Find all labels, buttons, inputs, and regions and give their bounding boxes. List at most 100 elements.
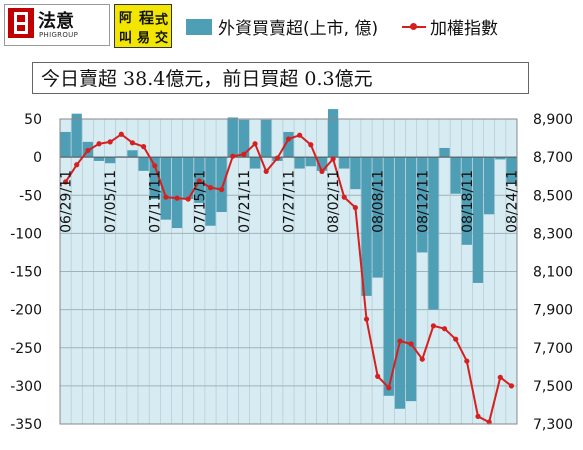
- index-point: [274, 155, 280, 161]
- logo1-subtext: PHIGROUP: [39, 31, 79, 39]
- index-point: [330, 156, 336, 162]
- y-tick-label: -300: [10, 379, 42, 395]
- bar: [450, 157, 461, 194]
- bar: [238, 119, 250, 158]
- index-point: [252, 141, 258, 147]
- bar: [71, 113, 82, 158]
- x-tick-label: 07/11/11: [148, 170, 164, 233]
- index-point: [341, 194, 347, 200]
- x-tick-label: 08/24/11: [504, 170, 520, 233]
- index-point: [96, 141, 102, 147]
- y2-tick-label: 8,900: [533, 112, 573, 128]
- bar: [350, 157, 361, 190]
- bar: [205, 157, 216, 226]
- bar: [361, 157, 372, 296]
- x-tick-label: 07/27/11: [282, 170, 298, 233]
- index-point: [297, 132, 303, 138]
- y-tick-label: -50: [19, 188, 42, 204]
- plot-border: [59, 118, 518, 425]
- index-point: [508, 383, 515, 389]
- x-tick-label: 08/02/11: [326, 170, 342, 233]
- phigroup-logo: 法意 PHIGROUP: [4, 4, 110, 46]
- index-point: [441, 326, 448, 332]
- headline-box: 今日賣超 38.4億元，前日買超 0.3億元: [32, 62, 529, 94]
- logo2-char: 易: [137, 31, 151, 46]
- bar: [294, 157, 305, 169]
- bar: [127, 150, 138, 158]
- bar: [327, 109, 339, 158]
- y-tick-label: -350: [10, 417, 42, 433]
- y2-tick-label: 7,300: [533, 417, 573, 433]
- index-point: [174, 195, 180, 201]
- index-point: [85, 147, 91, 154]
- y-tick-label: -250: [10, 341, 42, 357]
- index-point: [408, 341, 414, 347]
- index-point: [62, 179, 69, 185]
- bar: [484, 157, 495, 215]
- index-point: [419, 356, 425, 362]
- bar: [93, 157, 105, 161]
- index-point: [486, 419, 492, 425]
- logo1-text: 法意: [38, 11, 74, 32]
- y2-tick-label: 7,500: [533, 379, 573, 395]
- bar: [428, 157, 439, 310]
- logo2-char: 叫: [119, 31, 133, 46]
- x-tick-label: 07/15/11: [192, 170, 208, 233]
- index-point: [163, 194, 169, 200]
- index-point: [397, 338, 403, 344]
- index-point: [118, 131, 124, 137]
- bar: [472, 157, 484, 283]
- logo2-char: 程: [139, 9, 155, 27]
- bar: [105, 157, 116, 164]
- index-point: [152, 163, 158, 169]
- x-tick-label: 06/29/11: [59, 170, 75, 233]
- bar: [394, 157, 406, 409]
- index-point: [74, 162, 80, 168]
- y2-tick-label: 7,700: [533, 341, 573, 357]
- index-point: [285, 136, 292, 142]
- legend-line-marker: [410, 23, 417, 30]
- index-point: [319, 168, 325, 175]
- bar: [439, 147, 450, 158]
- bar: [216, 157, 227, 213]
- index-point: [363, 316, 370, 322]
- bar: [372, 157, 383, 278]
- bar: [405, 157, 417, 402]
- legend-bar-label: 外資買賣超(上市, 億): [218, 19, 379, 39]
- index-point: [230, 153, 236, 159]
- index-point: [386, 385, 392, 391]
- bar: [495, 157, 506, 160]
- y2-tick-label: 8,100: [533, 265, 573, 281]
- y-tick-label: -100: [10, 226, 42, 242]
- y2-tick-label: 8,300: [533, 226, 573, 242]
- index-point: [453, 336, 459, 342]
- index-point: [263, 168, 269, 175]
- bar: [417, 157, 428, 253]
- y2-tick-label: 8,700: [533, 150, 573, 166]
- y2-tick-label: 8,500: [533, 188, 573, 204]
- logo2-char: 交: [155, 31, 169, 46]
- y-tick-label: -200: [10, 303, 42, 319]
- seal-icon: [8, 8, 34, 38]
- bar: [60, 131, 71, 158]
- index-point: [430, 323, 437, 329]
- headline-text: 今日賣超 38.4億元，前日買超 0.3億元: [41, 68, 373, 90]
- bar: [461, 157, 472, 245]
- bar: [339, 157, 350, 169]
- bar: [183, 157, 194, 200]
- y-tick-label: 0: [33, 150, 42, 166]
- index-point: [497, 374, 503, 380]
- index-point: [241, 151, 247, 157]
- bar: [249, 157, 261, 169]
- index-point: [352, 205, 358, 211]
- x-tick-label: 08/12/11: [415, 170, 431, 233]
- index-point: [207, 185, 214, 191]
- y-tick-label: -150: [10, 265, 42, 281]
- bar: [383, 157, 394, 396]
- index-point: [129, 140, 136, 146]
- bar: [138, 157, 149, 171]
- bar: [160, 157, 172, 220]
- bar: [316, 157, 328, 171]
- bar: [227, 117, 238, 158]
